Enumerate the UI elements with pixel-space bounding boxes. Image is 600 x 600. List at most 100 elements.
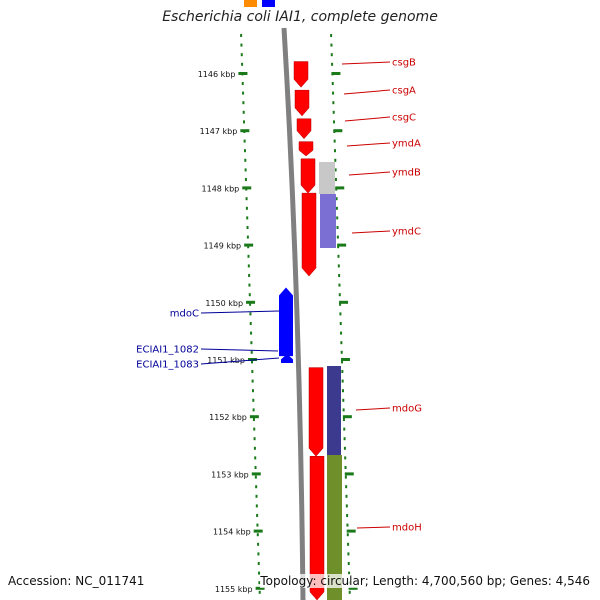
gene-label-forward: csgC [392,113,416,124]
scale-tick [240,129,250,133]
gene-label-forward: csgA [392,86,416,97]
backbone-arc [281,27,306,600]
gene-label-forward: ymdA [392,139,421,150]
scale-dot-left [249,322,252,325]
scale-tick-label: 1153 kbp [211,470,249,479]
top-feature-blue [262,0,275,7]
scale-dot-right [332,110,335,114]
gene-arrow-forward [309,455,325,600]
scale-dot-right [347,562,350,565]
gene-label-forward: mdoH [392,523,422,534]
scale-tick-label: 1148 kbp [202,184,240,193]
scale-dot-left [243,120,246,124]
scale-tick-right [342,415,352,419]
scale-dot-left [256,523,259,527]
gene-arrow-reverse [281,354,293,363]
scale-ticks: 1146 kbp 1147 kbp 1148 kbp 1149 kbp 1150 kbp… [198,34,358,594]
scale-dot-right [342,418,345,421]
scale-dot-right [340,331,343,335]
scale-dot-left [253,446,256,450]
gene-arrow-forward [293,61,309,88]
scale-dot-left [254,466,257,469]
scale-dot-right [336,235,339,239]
scale-dot-left [251,360,254,364]
backbone [281,27,306,600]
scale-dot-left [244,178,247,181]
scale-dot-left [245,197,248,201]
scale-dot-right [341,370,344,373]
scale-tick-label: 1155 kbp [215,585,253,594]
scale-tick [244,243,254,247]
scale-dot-left [251,379,254,383]
cog-block-olive [327,455,342,600]
scale-dot-left [249,312,252,316]
gene-label-reverse: mdoC [170,309,199,320]
scale-dot-left [247,254,250,258]
gene-label-reverse: ECIAI1_1083 [136,360,199,371]
gene-label-line [341,61,391,65]
scale-tick-right [337,243,347,247]
gene-label-line [344,116,391,122]
scale-dot-left [247,264,250,268]
scale-dot-right [345,504,348,508]
scale-tick-right [331,72,341,75]
scale-tick [242,186,252,190]
scale-dot-right [346,523,349,527]
scale-dot-right [338,283,341,287]
gene-arrow-forward [298,141,314,157]
scale-dot-left [254,456,257,460]
cog-block-purple [320,194,336,248]
gene-arrow-forward [300,158,316,194]
scale-dot-left [240,34,243,37]
scale-dot-left [248,283,251,287]
scale-tick-label: 1154 kbp [213,528,251,537]
scale-dot-left [258,581,261,585]
gene-arrow-forward [301,192,317,277]
scale-tick [255,586,265,590]
scale-dot-right [332,101,335,105]
scale-dot-right [333,139,336,143]
gene-label-line [200,357,280,365]
scale-dot-left [252,418,255,421]
scale-dot-left [243,149,246,153]
scale-tick-right [348,586,358,590]
gene-label-line [346,142,391,147]
scale-dot-left [241,62,244,66]
scale-dot-left [250,331,253,335]
scale-dot-left [246,216,249,220]
scale-dot-left [255,494,258,498]
scale-dot-right [333,120,336,124]
gene-arrow-reverse [281,345,293,352]
gene-label-forward: ymdB [392,168,421,179]
scale-dot-left [252,408,255,412]
scale-dot-right [346,514,349,517]
scale-dot-left [247,245,250,249]
cog-block-gray [319,162,335,194]
scale-tick-label: 1149 kbp [203,242,241,251]
gene-labels: csgB csgA csgC ymdA ymdB ymdC mdoG mdoH mdoC ECIA… [136,58,422,534]
scale-dot-left [257,562,260,565]
scale-dot-right [335,206,338,210]
scale-dot-right [340,350,343,354]
scale-dot-right [345,494,348,498]
scale-dot-right [338,274,341,277]
scale-dot-right [343,446,346,450]
scale-tick [249,415,259,419]
gene-label-reverse: ECIAI1_1082 [136,345,199,356]
scale-dot-right [331,82,334,85]
scale-dot-left [240,43,243,47]
scale-tick [247,358,257,361]
scale-dot-right [339,302,342,306]
scale-dot-left [253,427,256,431]
scale-dot-right [335,197,338,201]
gene-label-line [200,310,280,314]
scale-dot-right [339,322,342,325]
scale-dot-left [251,370,254,373]
scale-dot-right [345,485,348,489]
scale-dot-left [258,571,261,575]
top-feature-orange [244,0,257,7]
scale-dot-left [257,552,260,556]
scale-dot-left [243,139,246,143]
scale-dot-right [336,216,339,220]
